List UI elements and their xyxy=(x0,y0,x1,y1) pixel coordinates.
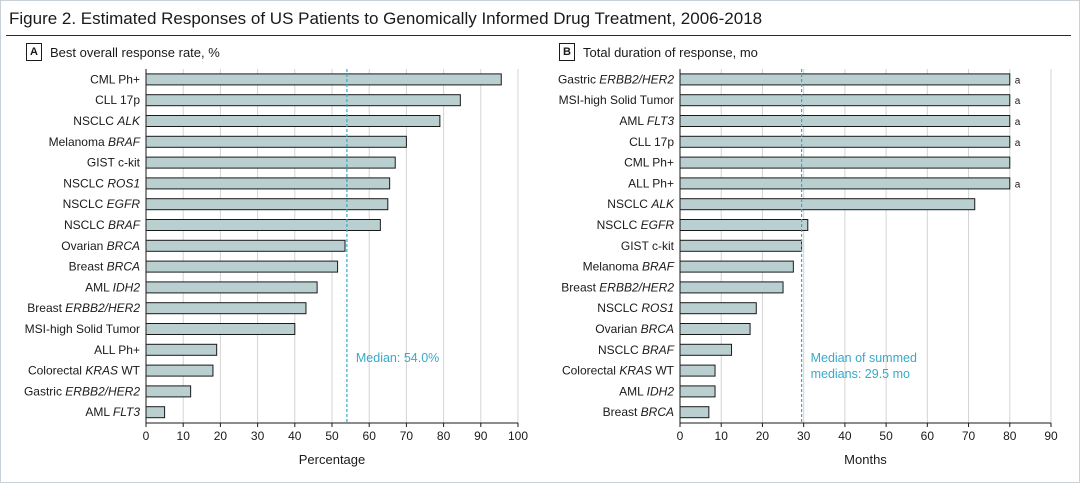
chart-b-bar xyxy=(679,156,1011,169)
chart-b-tick-label: 50 xyxy=(879,429,893,443)
panel-b-letter: B xyxy=(559,43,575,61)
chart-b-tick-label: 10 xyxy=(715,429,729,443)
panel-b-title: Total duration of response, mo xyxy=(583,44,758,60)
chart-a-category-label: CLL 17p xyxy=(95,93,140,107)
chart-b-bar-note: a xyxy=(1015,138,1021,149)
chart-a-category-label: NSCLC ROS1 xyxy=(63,176,140,190)
chart-b-tick-label: 20 xyxy=(756,429,770,443)
chart-a-category-label: AML IDH2 xyxy=(85,280,140,294)
chart-b-tick-label: 30 xyxy=(797,429,811,443)
chart-a-category-label: Breast ERBB2/HER2 xyxy=(27,301,140,315)
chart-a-median-label: Median: 54.0% xyxy=(356,351,439,365)
chart-a-tick-label: 100 xyxy=(508,429,528,443)
chart-b-bar xyxy=(679,260,794,273)
panel-a-letter: A xyxy=(26,43,42,61)
chart-b-bar xyxy=(679,406,710,419)
chart-b-bar xyxy=(679,343,733,356)
chart-b-bar xyxy=(679,385,716,398)
chart-b-category-label: AML IDH2 xyxy=(619,384,674,398)
chart-b-category-label: NSCLC ROS1 xyxy=(597,301,674,315)
chart-a-tick-label: 10 xyxy=(177,429,191,443)
chart-b-category-label: MSI-high Solid Tumor xyxy=(559,93,674,107)
chart-b-category-label: Breast BRCA xyxy=(603,405,674,419)
chart-a-tick-label: 70 xyxy=(400,429,414,443)
chart-b-category-label: Breast ERBB2/HER2 xyxy=(561,280,674,294)
chart-b-x-axis-title: Months xyxy=(844,452,887,467)
chart-a-category-label: NSCLC EGFR xyxy=(63,197,141,211)
panel-b-header: B Total duration of response, mo xyxy=(559,43,758,61)
chart-b-category-label: Ovarian BRCA xyxy=(595,322,674,336)
chart-a-tick-label: 0 xyxy=(143,429,150,443)
chart-b-bar-note: a xyxy=(1015,96,1021,107)
chart-b-bar xyxy=(679,323,751,335)
chart-a-tick-label: 80 xyxy=(437,429,451,443)
chart-b-category-label: NSCLC ALK xyxy=(607,197,675,211)
chart-a-tick-label: 20 xyxy=(214,429,228,443)
chart-b-bar-note: a xyxy=(1015,179,1021,190)
chart-b-bar xyxy=(679,302,757,315)
chart-a-tick-label: 90 xyxy=(474,429,488,443)
chart-b-tick-label: 80 xyxy=(1003,429,1017,443)
chart-b-tick-label: 0 xyxy=(677,429,684,443)
chart-a-category-label: AML FLT3 xyxy=(85,405,140,419)
chart-b-tick-label: 90 xyxy=(1044,429,1058,443)
chart-a-category-label: Gastric ERBB2/HER2 xyxy=(24,384,140,398)
chart-b-bar xyxy=(679,73,1011,86)
chart-b-category-label: Gastric ERBB2/HER2 xyxy=(558,72,674,86)
chart-b-bar xyxy=(679,239,803,252)
chart-a-tick-label: 60 xyxy=(363,429,377,443)
chart-a-category-label: MSI-high Solid Tumor xyxy=(25,322,140,336)
chart-b-category-label: Melanoma BRAF xyxy=(583,260,675,274)
chart-b-bar xyxy=(679,177,1011,190)
chart-b-bar xyxy=(679,115,1011,127)
panel-a-title: Best overall response rate, % xyxy=(50,44,220,60)
chart-b-tick-label: 60 xyxy=(921,429,935,443)
chart-b-category-label: GIST c-kit xyxy=(621,239,675,253)
chart-a-tick-label: 40 xyxy=(288,429,302,443)
chart-a-x-axis-title: Percentage xyxy=(299,452,366,467)
chart-b-category-label: ALL Ph+ xyxy=(628,176,674,190)
title-rule xyxy=(6,35,1071,36)
chart-a-tick-label: 50 xyxy=(325,429,339,443)
chart-b-category-label: Colorectal KRAS WT xyxy=(562,364,675,378)
chart-b-bar xyxy=(679,219,809,231)
chart-b-category-label: NSCLC EGFR xyxy=(597,218,675,232)
chart-a-category-label: NSCLC BRAF xyxy=(64,218,141,232)
chart-a-category-label: Ovarian BRCA xyxy=(61,239,140,253)
chart-b-category-label: NSCLC BRAF xyxy=(598,343,675,357)
chart-b-bar-note: a xyxy=(1015,117,1021,128)
chart-b-bar xyxy=(679,94,1011,107)
chart-a-category-label: GIST c-kit xyxy=(87,156,141,170)
chart-a-category-label: Melanoma BRAF xyxy=(49,135,141,149)
panel-a-header: A Best overall response rate, % xyxy=(26,43,220,61)
chart-b-tick-label: 40 xyxy=(838,429,852,443)
chart-a-category-label: NSCLC ALK xyxy=(73,114,141,128)
chart-a-category-label: CML Ph+ xyxy=(90,72,140,86)
figure-title: Figure 2. Estimated Responses of US Pati… xyxy=(9,9,763,28)
chart-a-tick-label: 30 xyxy=(251,429,265,443)
chart-b-bar xyxy=(679,198,976,211)
chart-b-tick-label: 70 xyxy=(962,429,976,443)
chart-b-median-label: medians: 29.5 mo xyxy=(811,367,910,381)
chart-a-category-label: Colorectal KRAS WT xyxy=(28,364,141,378)
chart-b-median-label: Median of summed xyxy=(811,351,917,365)
chart-a-category-label: Breast BRCA xyxy=(69,260,140,274)
chart-b-bar xyxy=(679,135,1011,148)
chart-b-category-label: CML Ph+ xyxy=(624,156,674,170)
chart-b-category-label: CLL 17p xyxy=(629,135,674,149)
chart-b-bar xyxy=(679,364,716,377)
chart-a-category-label: ALL Ph+ xyxy=(94,343,140,357)
chart-b-category-label: AML FLT3 xyxy=(619,114,674,128)
chart-b-bar-note: a xyxy=(1015,75,1021,86)
chart-b-bar xyxy=(679,281,784,294)
